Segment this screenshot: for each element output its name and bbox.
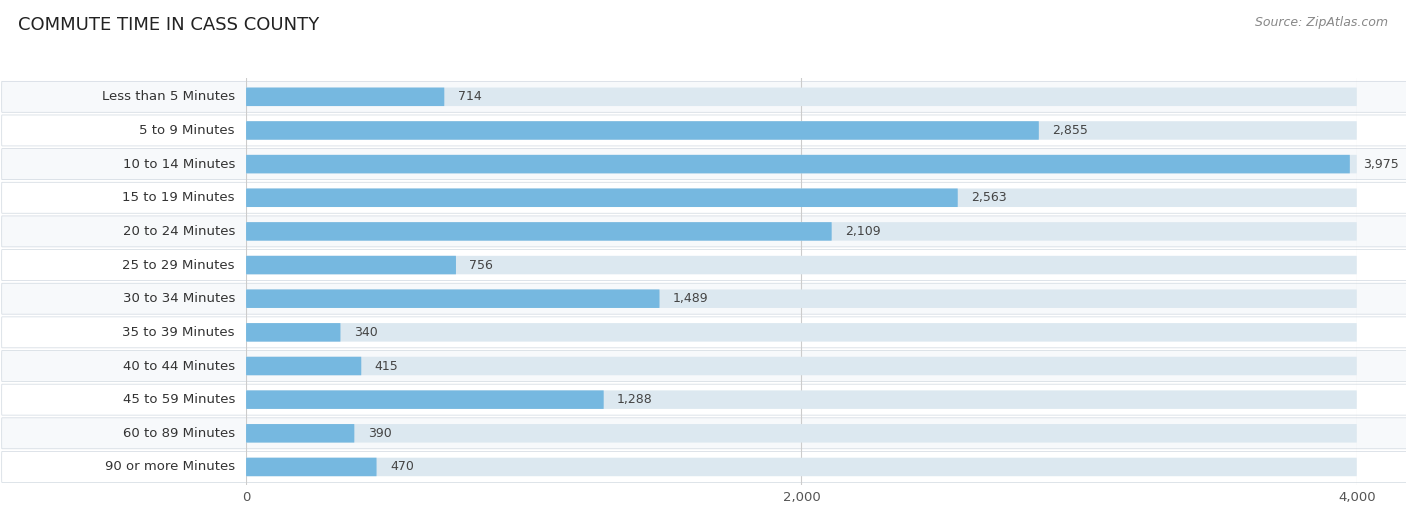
- FancyBboxPatch shape: [246, 390, 603, 409]
- FancyBboxPatch shape: [246, 188, 1357, 207]
- FancyBboxPatch shape: [246, 155, 1350, 173]
- FancyBboxPatch shape: [1, 149, 1406, 180]
- FancyBboxPatch shape: [246, 121, 1039, 140]
- FancyBboxPatch shape: [246, 323, 340, 341]
- FancyBboxPatch shape: [246, 121, 1357, 140]
- FancyBboxPatch shape: [246, 256, 1357, 274]
- Text: 1,489: 1,489: [673, 292, 709, 305]
- Text: 756: 756: [470, 258, 494, 271]
- Text: COMMUTE TIME IN CASS COUNTY: COMMUTE TIME IN CASS COUNTY: [18, 16, 319, 33]
- Text: 35 to 39 Minutes: 35 to 39 Minutes: [122, 326, 235, 339]
- Text: 340: 340: [354, 326, 378, 339]
- FancyBboxPatch shape: [246, 290, 659, 308]
- FancyBboxPatch shape: [246, 323, 1357, 341]
- Text: 1,288: 1,288: [617, 393, 652, 406]
- Text: 15 to 19 Minutes: 15 to 19 Minutes: [122, 191, 235, 204]
- FancyBboxPatch shape: [246, 222, 1357, 241]
- FancyBboxPatch shape: [246, 256, 456, 274]
- Text: 60 to 89 Minutes: 60 to 89 Minutes: [122, 427, 235, 440]
- FancyBboxPatch shape: [246, 88, 444, 106]
- Text: 2,563: 2,563: [972, 191, 1007, 204]
- Text: 415: 415: [374, 360, 398, 373]
- Text: Source: ZipAtlas.com: Source: ZipAtlas.com: [1254, 16, 1388, 29]
- FancyBboxPatch shape: [246, 290, 1357, 308]
- Text: 20 to 24 Minutes: 20 to 24 Minutes: [122, 225, 235, 238]
- Text: 470: 470: [389, 460, 413, 473]
- Text: 45 to 59 Minutes: 45 to 59 Minutes: [122, 393, 235, 406]
- FancyBboxPatch shape: [1, 283, 1406, 314]
- Text: 10 to 14 Minutes: 10 to 14 Minutes: [122, 158, 235, 171]
- Text: 390: 390: [368, 427, 391, 440]
- FancyBboxPatch shape: [1, 115, 1406, 146]
- Text: 2,855: 2,855: [1052, 124, 1088, 137]
- FancyBboxPatch shape: [246, 458, 377, 476]
- FancyBboxPatch shape: [246, 155, 1357, 173]
- Text: 25 to 29 Minutes: 25 to 29 Minutes: [122, 258, 235, 271]
- FancyBboxPatch shape: [1, 384, 1406, 415]
- FancyBboxPatch shape: [246, 424, 1357, 443]
- FancyBboxPatch shape: [246, 88, 1357, 106]
- FancyBboxPatch shape: [246, 357, 361, 375]
- Text: 90 or more Minutes: 90 or more Minutes: [105, 460, 235, 473]
- FancyBboxPatch shape: [1, 81, 1406, 112]
- FancyBboxPatch shape: [246, 424, 354, 443]
- FancyBboxPatch shape: [246, 357, 1357, 375]
- FancyBboxPatch shape: [1, 351, 1406, 382]
- Text: 40 to 44 Minutes: 40 to 44 Minutes: [122, 360, 235, 373]
- FancyBboxPatch shape: [246, 458, 1357, 476]
- FancyBboxPatch shape: [1, 418, 1406, 449]
- Text: 3,975: 3,975: [1364, 158, 1399, 171]
- Text: 5 to 9 Minutes: 5 to 9 Minutes: [139, 124, 235, 137]
- Text: Less than 5 Minutes: Less than 5 Minutes: [101, 90, 235, 103]
- FancyBboxPatch shape: [1, 317, 1406, 348]
- Text: 2,109: 2,109: [845, 225, 880, 238]
- FancyBboxPatch shape: [246, 390, 1357, 409]
- FancyBboxPatch shape: [246, 188, 957, 207]
- FancyBboxPatch shape: [1, 452, 1406, 482]
- FancyBboxPatch shape: [1, 250, 1406, 280]
- FancyBboxPatch shape: [1, 216, 1406, 247]
- FancyBboxPatch shape: [246, 222, 832, 241]
- Text: 30 to 34 Minutes: 30 to 34 Minutes: [122, 292, 235, 305]
- FancyBboxPatch shape: [1, 182, 1406, 213]
- Text: 714: 714: [457, 90, 481, 103]
